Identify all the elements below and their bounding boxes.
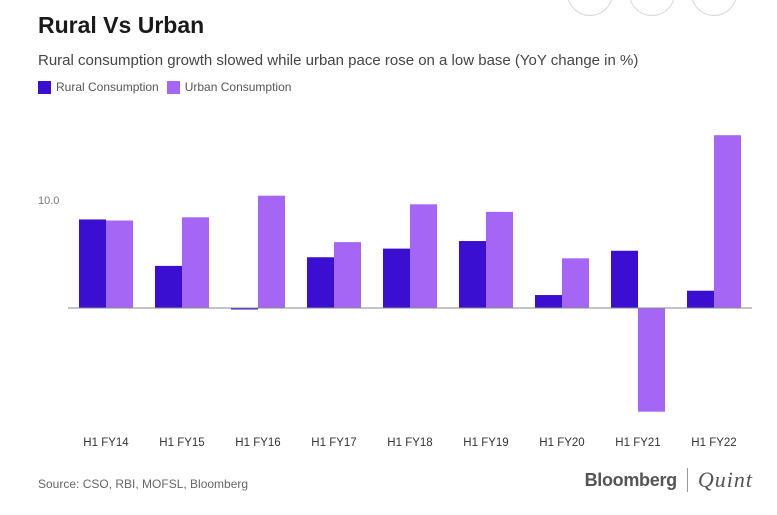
brand-logo: Bloomberg Quint [585, 467, 753, 493]
x-tick-label-8: H1 FY22 [691, 437, 736, 449]
bar-rural-5 [459, 241, 486, 308]
x-tick-label-2: H1 FY16 [235, 437, 280, 449]
brand-divider [686, 468, 688, 492]
x-tick-label-3: H1 FY17 [311, 437, 356, 449]
x-tick-label-4: H1 FY18 [387, 437, 432, 449]
bar-urban-7 [638, 308, 665, 412]
header-share-buttons [567, 0, 767, 16]
bar-urban-6 [562, 258, 589, 308]
legend-swatch-rural [38, 80, 51, 94]
chart-title: Rural Vs Urban [38, 12, 205, 38]
bloomberg-wordmark: Bloomberg [584, 469, 678, 490]
bar-urban-5 [486, 211, 513, 308]
bar-chart: 10.0 H1 FY14 H1 FY15 H1 FY16 H1 FY17 H1 FY18 H… [38, 135, 752, 449]
legend-label-rural: Rural Consumption [56, 80, 159, 94]
x-tick-label-6: H1 FY20 [539, 437, 584, 449]
chart-legend: Rural Consumption Urban Consumption [38, 80, 291, 94]
bar-rural-4 [383, 248, 410, 308]
bar-rural-6 [535, 295, 562, 308]
x-tick-label-0: H1 FY14 [83, 437, 129, 449]
x-tick-label-7: H1 FY21 [615, 437, 660, 449]
legend-label-urban: Urban Consumption [184, 80, 292, 94]
bar-rural-0 [79, 219, 106, 308]
quint-wordmark: Quint [697, 467, 753, 492]
bar-urban-8 [714, 135, 741, 308]
bar-rural-1 [155, 265, 182, 308]
legend-item-rural: Rural Consumption [38, 80, 159, 94]
bar-rural-8 [687, 290, 714, 308]
legend-item-urban: Urban Consumption [166, 80, 292, 94]
bar-urban-3 [334, 242, 361, 308]
bar-urban-0 [106, 220, 133, 308]
source-note: Source: CSO, RBI, MOFSL, Bloomberg [38, 477, 249, 491]
bar-urban-4 [410, 204, 437, 308]
x-tick-label-1: H1 FY15 [159, 437, 204, 449]
bar-rural-2 [231, 308, 258, 310]
bar-rural-7 [611, 250, 638, 308]
y-tick-label-0: 10.0 [38, 195, 59, 207]
bar-rural-3 [307, 257, 334, 308]
bar-urban-1 [182, 217, 209, 308]
x-tick-label-5: H1 FY19 [463, 437, 508, 449]
bar-urban-2 [258, 195, 285, 308]
chart-subtitle: Rural consumption growth slowed while ur… [38, 52, 639, 69]
legend-swatch-urban [166, 80, 180, 94]
